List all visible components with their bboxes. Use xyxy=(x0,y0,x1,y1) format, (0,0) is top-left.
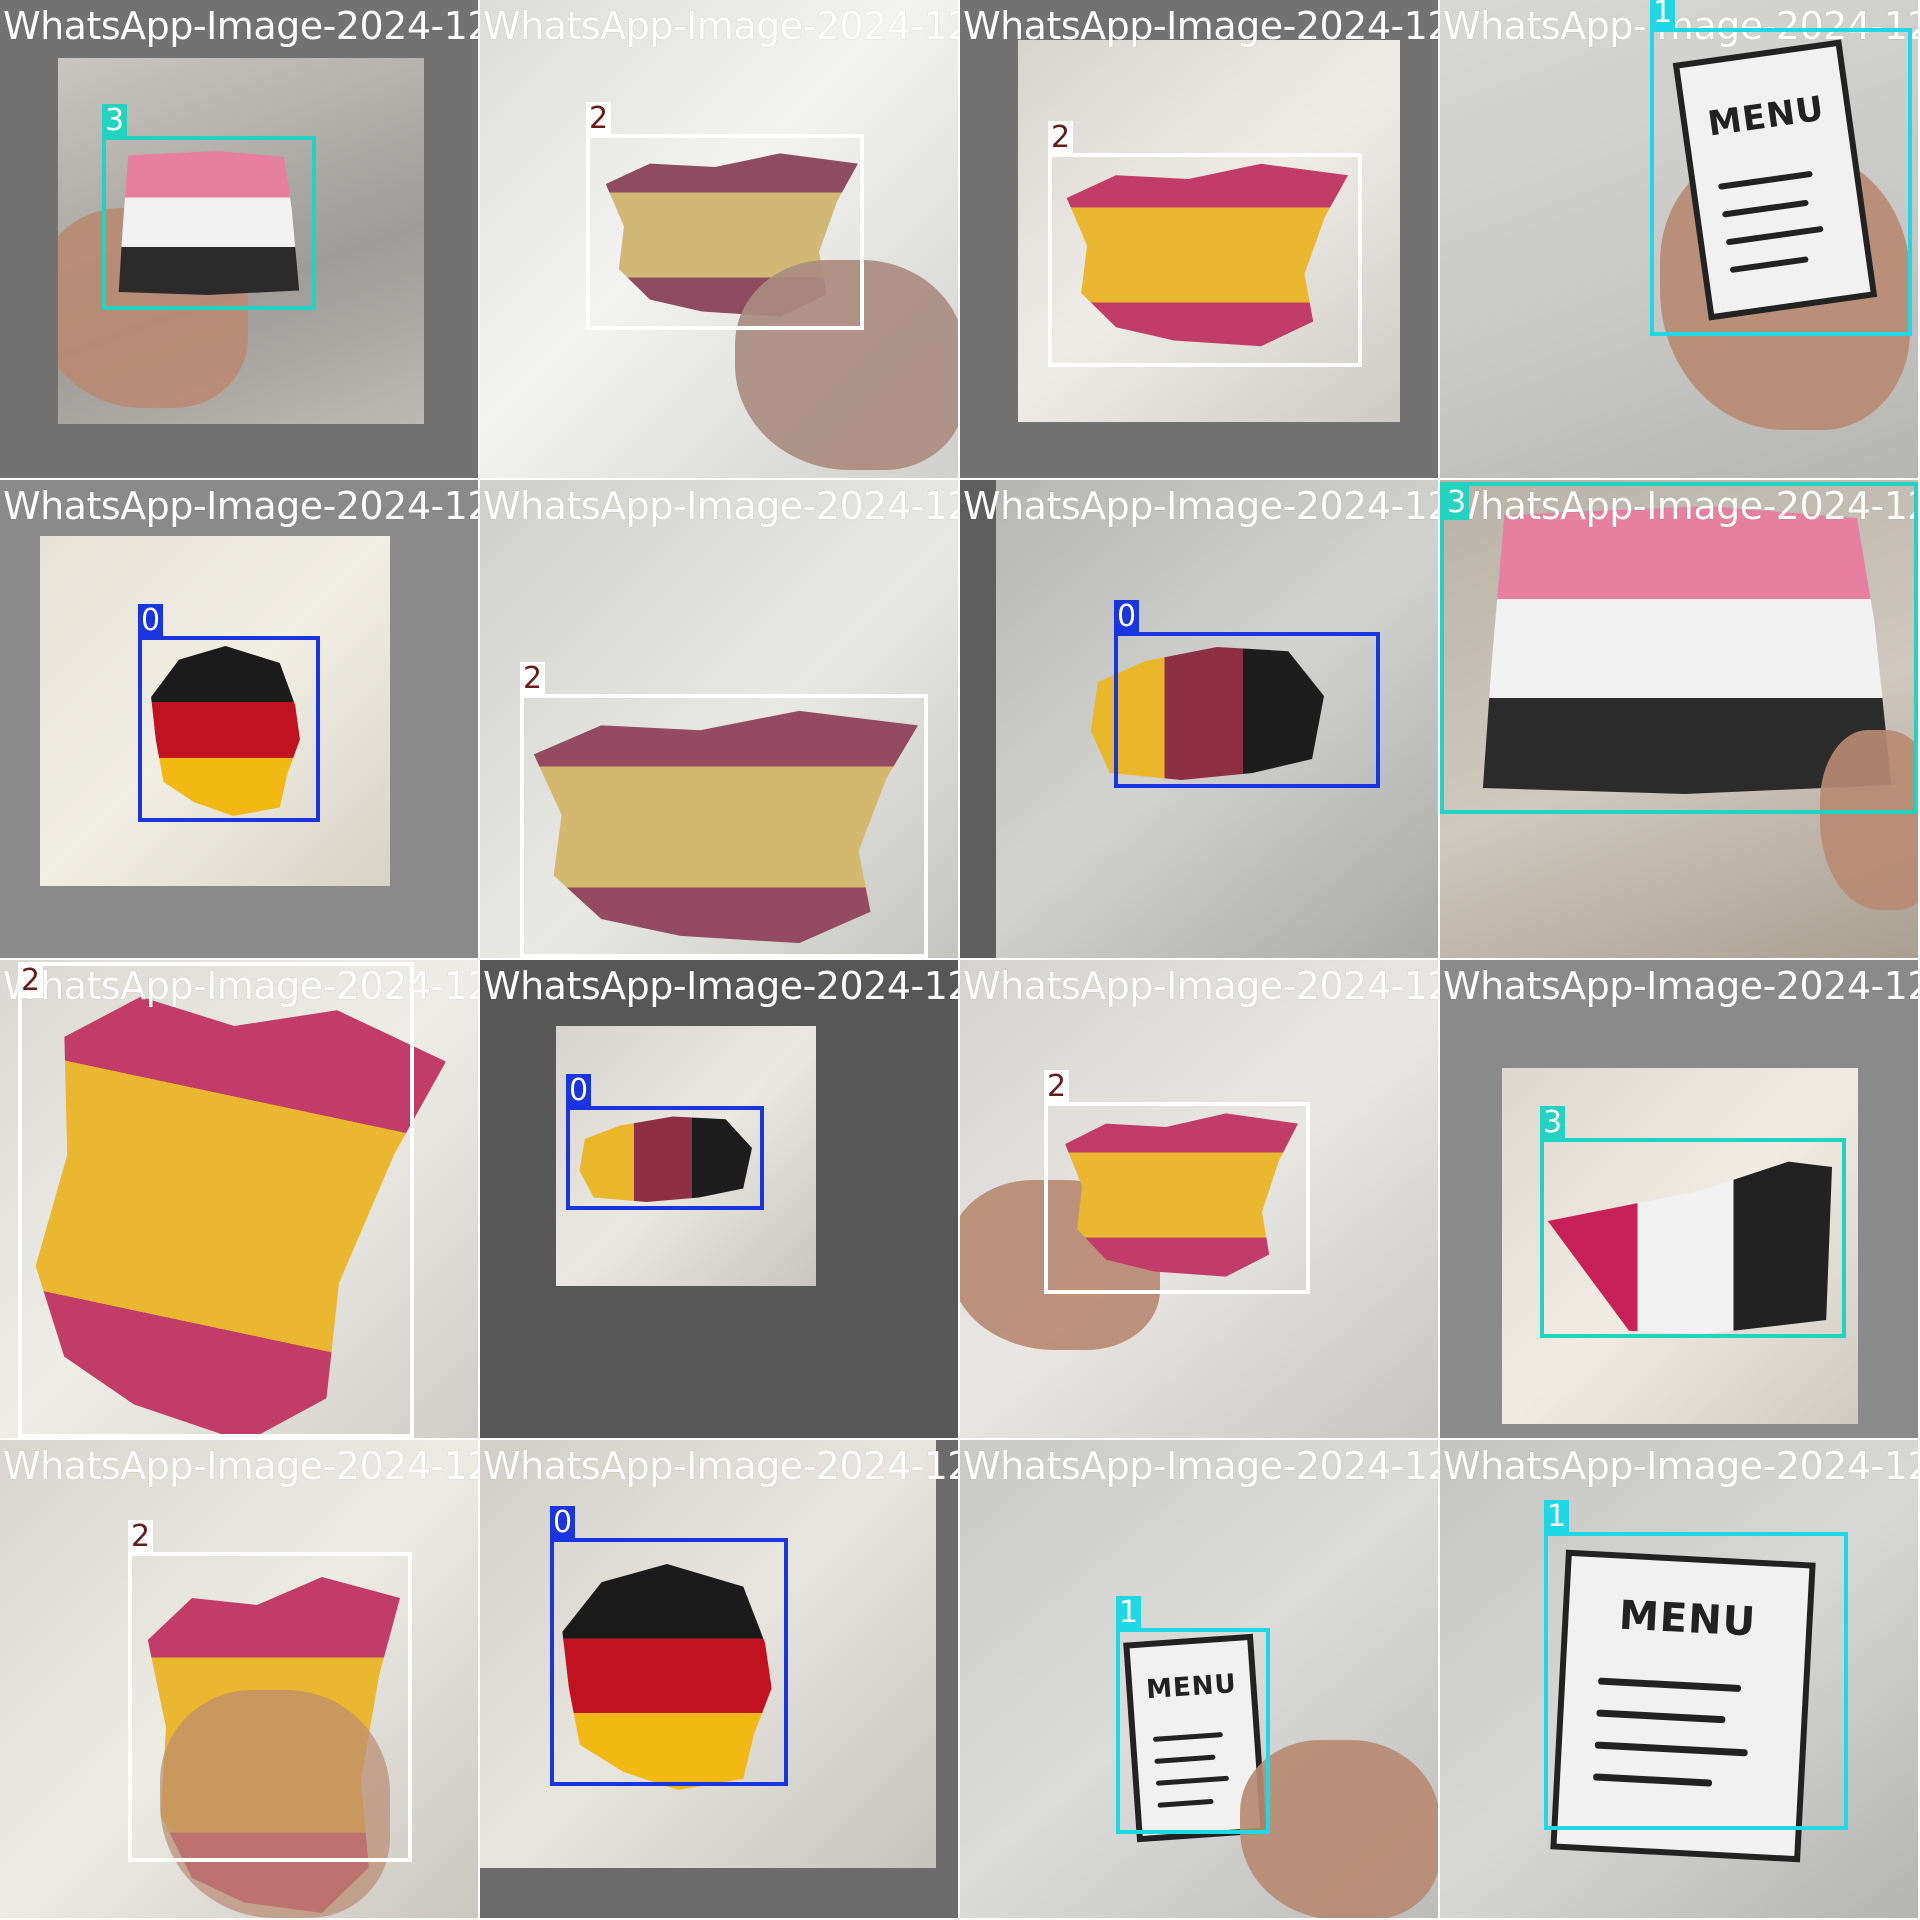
tile-photo xyxy=(40,536,390,886)
class-label: 0 xyxy=(138,604,164,638)
detection-box: 2 xyxy=(1044,1070,1310,1294)
spain-flag xyxy=(533,710,918,944)
class-label: 3 xyxy=(1444,486,1470,520)
tile-filename: WhatsApp-Image-2024-12-05-at-7.35.40-PM xyxy=(963,4,1438,48)
detection-box: 1 xyxy=(1650,0,1912,336)
class-label: 1 xyxy=(1650,0,1676,30)
class-label: 1 xyxy=(1544,1500,1570,1534)
mosaic-tile: WhatsApp-Image-2024-12-05-at-7.37.09-PM … xyxy=(480,1440,958,1918)
tile-photo xyxy=(556,1026,816,1286)
mosaic-tile: MENU WhatsApp-Image-2024-12-05-at-7.39.2… xyxy=(960,1440,1438,1918)
class-label: 0 xyxy=(566,1074,592,1108)
tile-filename: WhatsApp-Image-2024-12-05-at-7.35.42-PM xyxy=(3,4,478,48)
tile-filename: WhatsApp-Image-2024-12-05-at-7.39.22-PM xyxy=(1443,1444,1918,1488)
mosaic-tile: WhatsApp-Image-2024-12-05-at-7.35.44-PM … xyxy=(0,960,478,1438)
detection-box: 3 xyxy=(1540,1106,1846,1338)
detection-box: 3 xyxy=(1440,482,1918,814)
mosaic-tile: WhatsApp-Image-2024-12-05-at-7.37.05-PM … xyxy=(960,960,1438,1438)
class-label: 3 xyxy=(1540,1106,1566,1140)
tile-filename: WhatsApp-Image-2024-12-05-at-7.35.40-PM xyxy=(963,484,1438,528)
class-label: 1 xyxy=(1116,1596,1142,1630)
tile-filename: WhatsApp-Image-2024-12-05-at-7.37.05-PM xyxy=(1443,484,1918,528)
detection-box: 2 xyxy=(520,662,928,958)
detection-box: 1 xyxy=(1544,1500,1848,1830)
germany-flag xyxy=(562,1564,772,1790)
tile-filename: WhatsApp-Image-2024-12-05-at-7.35.42-PM xyxy=(483,4,958,48)
class-label: 0 xyxy=(550,1506,576,1540)
germany-flag xyxy=(151,646,300,816)
tile-filename: WhatsApp-Image-2024-12-05-at-7.37.09-PM xyxy=(483,1444,958,1488)
tile-filename: WhatsApp-Image-2024-12-05-at-7.35.40-PM xyxy=(3,484,478,528)
mosaic-tile: WhatsApp-Image-2024-12-05-at-7.35.40-PM … xyxy=(960,480,1438,958)
mosaic-tile: WhatsApp-Image-2024-12-05-at-7.35.40-PM … xyxy=(0,480,478,958)
tile-filename: WhatsApp-Image-2024-12-05-at-7.39.22-PM xyxy=(963,1444,1438,1488)
germany-flag xyxy=(1090,647,1324,780)
mosaic-tile: WhatsApp-Image-2024-12-05-at-7.35.40-PM … xyxy=(480,480,958,958)
mosaic-tile: WhatsApp-Image-2024-12-05-at-7.35.40-PM … xyxy=(960,0,1438,478)
mosaic-tile: WhatsApp-Image-2024-12-05-at-7.35.42-PM … xyxy=(480,0,958,478)
germany-flag xyxy=(579,1116,752,1202)
tile-filename: WhatsApp-Image-2024-12-05-at-7.35.44-PM xyxy=(483,964,958,1008)
class-label: 2 xyxy=(18,964,44,998)
detection-box: 2 xyxy=(586,102,864,330)
tile-photo xyxy=(996,480,1438,958)
mosaic-tile: MENU WhatsApp-Image-2024-12-05-at-7.39.2… xyxy=(1440,1440,1918,1918)
detection-box: 0 xyxy=(138,604,320,822)
tile-filename: WhatsApp-Image-2024-12-05-at-7.35.40-PM xyxy=(1443,4,1918,48)
detection-box: 1 xyxy=(1116,1596,1270,1834)
mosaic-tile: WhatsApp-Image-2024-12-05-at-7.35.42-PM … xyxy=(0,0,478,478)
class-label: 2 xyxy=(128,1520,154,1554)
tile-photo xyxy=(1018,40,1400,422)
egypt-flag xyxy=(1482,506,1892,794)
class-label: 3 xyxy=(102,104,128,138)
detection-box: 2 xyxy=(18,962,414,1438)
tile-filename: WhatsApp-Image-2024-12-05-at-7.37.05-PM xyxy=(963,964,1438,1008)
detection-box: 3 xyxy=(102,104,316,310)
mosaic-tile: WhatsApp-Image-2024-12-05-at-7.35.46-PM … xyxy=(0,1440,478,1918)
detection-box: 0 xyxy=(1114,600,1380,788)
mosaic-tile: WhatsApp-Image-2024-12-05-at-7.37.05-PM … xyxy=(1440,480,1918,958)
detection-box: 0 xyxy=(550,1506,788,1786)
detection-box: 2 xyxy=(128,1520,412,1862)
class-label: 0 xyxy=(1114,600,1140,634)
tile-filename: WhatsApp-Image-2024-12-05-at-7.35.43-PM xyxy=(1443,964,1918,1008)
detection-box: 2 xyxy=(1048,121,1362,367)
detection-box: 0 xyxy=(566,1074,764,1210)
mosaic-tile: WhatsApp-Image-2024-12-05-at-7.35.44-PM … xyxy=(480,960,958,1438)
class-label: 2 xyxy=(520,662,546,696)
spain-flag xyxy=(1066,163,1348,347)
class-label: 2 xyxy=(1048,121,1074,155)
spain-flag xyxy=(1065,1113,1298,1277)
class-label: 2 xyxy=(586,102,612,136)
mosaic-tile: MENU WhatsApp-Image-2024-12-05-at-7.35.4… xyxy=(1440,0,1918,478)
egypt-flag xyxy=(118,151,300,295)
mosaic-tile: WhatsApp-Image-2024-12-05-at-7.35.43-PM … xyxy=(1440,960,1918,1438)
tile-filename: WhatsApp-Image-2024-12-05-at-7.35.46-PM xyxy=(3,1444,478,1488)
tile-filename: WhatsApp-Image-2024-12-05-at-7.35.40-PM xyxy=(483,484,958,528)
class-label: 2 xyxy=(1044,1070,1070,1104)
tile-filename: WhatsApp-Image-2024-12-05-at-7.35.44-PM xyxy=(3,964,478,1008)
